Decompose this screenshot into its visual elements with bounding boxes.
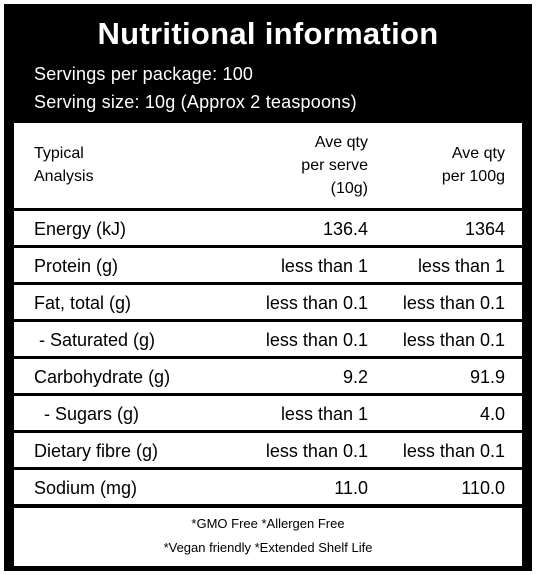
row-per-serve: less than 0.1 bbox=[265, 330, 368, 350]
row-per-100g: 110.0 bbox=[461, 478, 505, 498]
row-per-100g: 91.9 bbox=[469, 367, 505, 387]
header-analysis: Analysis bbox=[34, 168, 94, 185]
servings-per-package: Servings per package: 100 bbox=[34, 64, 254, 84]
row-per-100g: less than 0.1 bbox=[402, 293, 505, 313]
table-header-row: Typical Analysis Ave qty per serve (10g)… bbox=[14, 123, 522, 208]
row-label: Fat, total (g) bbox=[34, 293, 132, 313]
header-per-serve-line2: per serve bbox=[301, 157, 368, 174]
row-label: - Saturated (g) bbox=[34, 330, 156, 350]
table-row: - Sugars (g) less than 1 4.0 bbox=[14, 396, 522, 430]
row-per-serve: 9.2 bbox=[342, 367, 368, 387]
panel-title: Nutritional information bbox=[97, 16, 439, 51]
table-row: Protein (g) less than 1 less than 1 bbox=[14, 248, 522, 282]
row-label: Sodium (mg) bbox=[34, 478, 138, 498]
row-label: Carbohydrate (g) bbox=[34, 367, 171, 387]
nutrition-panel: Nutritional information Servings per pac… bbox=[4, 4, 532, 571]
row-per-serve: less than 1 bbox=[280, 404, 368, 424]
serving-size: Serving size: 10g (Approx 2 teaspoons) bbox=[34, 92, 357, 112]
row-per-serve: less than 1 bbox=[280, 256, 368, 276]
row-per-100g: 1364 bbox=[464, 219, 505, 239]
table-row: - Saturated (g) less than 0.1 less than … bbox=[14, 322, 522, 356]
table-row: Fat, total (g) less than 0.1 less than 0… bbox=[14, 285, 522, 319]
row-per-100g: less than 0.1 bbox=[402, 330, 505, 350]
table-row: Sodium (mg) 11.0 110.0 bbox=[14, 470, 522, 504]
row-per-serve: 136.4 bbox=[322, 219, 368, 239]
header-typical: Typical bbox=[34, 145, 84, 162]
row-label: Energy (kJ) bbox=[34, 219, 127, 239]
row-per-serve: less than 0.1 bbox=[265, 441, 368, 461]
table-row: Carbohydrate (g) 9.2 91.9 bbox=[14, 359, 522, 393]
row-label: Protein (g) bbox=[34, 256, 119, 276]
nutrition-table: Typical Analysis Ave qty per serve (10g)… bbox=[14, 123, 522, 566]
header-per-100g-line2: per 100g bbox=[441, 168, 505, 185]
row-label: Dietary fibre (g) bbox=[34, 441, 159, 461]
table-footer: *GMO Free *Allergen Free *Vegan friendly… bbox=[14, 508, 522, 566]
row-per-100g: less than 1 bbox=[417, 256, 505, 276]
row-per-100g: 4.0 bbox=[479, 404, 505, 424]
row-per-serve: 11.0 bbox=[334, 478, 368, 498]
table-row: Dietary fibre (g) less than 0.1 less tha… bbox=[14, 433, 522, 467]
header-per-serve-line3: (10g) bbox=[330, 180, 368, 197]
row-per-100g: less than 0.1 bbox=[402, 441, 505, 461]
footer-line1: *GMO Free *Allergen Free bbox=[191, 516, 345, 531]
row-per-serve: less than 0.1 bbox=[265, 293, 368, 313]
header-per-serve-line1: Ave qty bbox=[314, 134, 368, 151]
header-per-100g-line1: Ave qty bbox=[451, 145, 505, 162]
footer-line2: *Vegan friendly *Extended Shelf Life bbox=[163, 540, 373, 555]
table-row: Energy (kJ) 136.4 1364 bbox=[14, 211, 522, 245]
row-label: - Sugars (g) bbox=[34, 404, 140, 424]
